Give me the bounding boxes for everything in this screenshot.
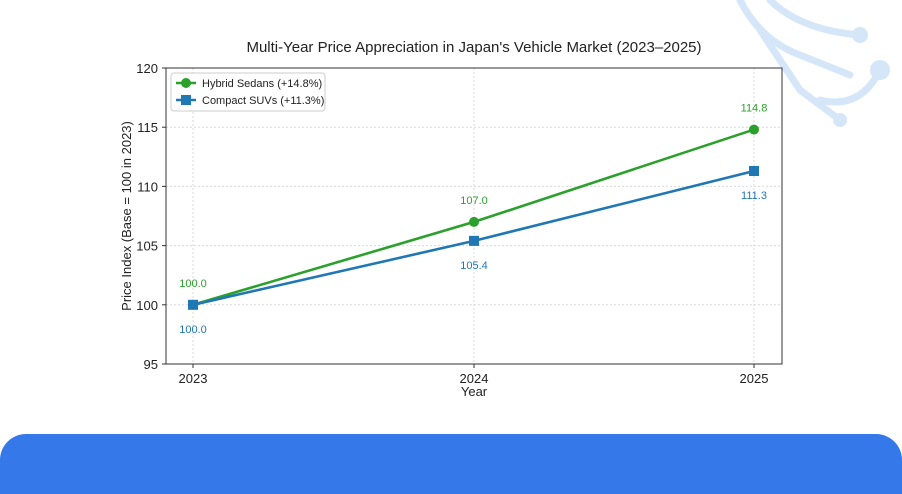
data-point-marker xyxy=(749,166,759,177)
legend-label: Compact SUVs (+11.3%) xyxy=(202,95,324,107)
y-tick-label: 105 xyxy=(136,239,158,254)
data-label: 100.0 xyxy=(179,278,207,290)
y-tick-label: 95 xyxy=(144,357,158,372)
line-chart: Multi-Year Price Appreciation in Japan's… xyxy=(119,39,783,399)
data-label: 100.0 xyxy=(179,324,207,336)
bottom-banner xyxy=(0,434,902,494)
data-point-marker xyxy=(469,216,479,227)
circuit-decoration-icon xyxy=(736,0,890,127)
y-tick-label: 120 xyxy=(136,61,158,76)
legend-marker xyxy=(181,95,191,105)
legend-label: Hybrid Sedans (+14.8%) xyxy=(202,78,322,90)
data-label: 111.3 xyxy=(741,190,767,202)
x-tick-label: 2025 xyxy=(740,371,769,386)
x-tick-label: 2024 xyxy=(460,371,489,386)
chart-title: Multi-Year Price Appreciation in Japan's… xyxy=(246,39,701,56)
data-label: 107.0 xyxy=(460,195,488,207)
x-axis-label: Year xyxy=(461,384,488,399)
y-tick-label: 115 xyxy=(137,120,158,135)
legend: Hybrid Sedans (+14.8%) Compact SUVs (+11.… xyxy=(170,72,326,112)
x-tick-label: 2023 xyxy=(179,371,208,386)
y-tick-label: 110 xyxy=(137,179,158,194)
data-label: 114.8 xyxy=(741,103,768,115)
data-point-marker xyxy=(469,235,479,246)
data-point-marker xyxy=(188,299,198,310)
data-point-marker xyxy=(749,124,759,135)
legend-box xyxy=(170,72,326,112)
data-label: 105.4 xyxy=(460,260,488,272)
legend-marker xyxy=(181,78,191,88)
y-axis-label: Price Index (Base = 100 in 2023) xyxy=(119,121,134,311)
y-tick-label: 100 xyxy=(136,298,158,313)
